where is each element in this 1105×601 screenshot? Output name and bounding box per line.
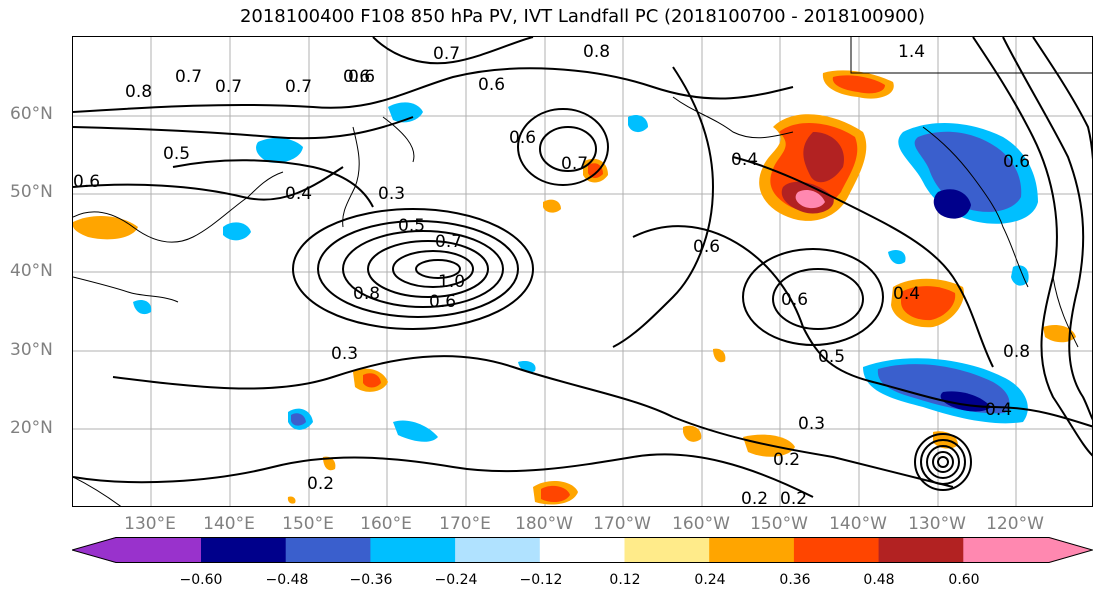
contour-label: 0.7	[285, 77, 312, 97]
lon-label: 130°E	[124, 514, 176, 534]
lat-label: 40°N	[10, 261, 53, 281]
contour-label: 0.4	[285, 184, 312, 204]
contour-label: 0.6	[781, 290, 808, 310]
contour-label: 0.6	[73, 172, 100, 192]
contour-label: 1.0	[438, 272, 465, 292]
contour-label: 0.4	[893, 284, 920, 304]
colorbar-tick: 0.48	[863, 572, 895, 588]
contour-label: 0.5	[398, 216, 425, 236]
lon-label: 140°E	[203, 514, 255, 534]
lat-label: 30°N	[10, 340, 53, 360]
contour-label: 0.7	[175, 67, 202, 87]
map-panel: 0.8 0.7 0.7 0.6 0.7 0.8 0.6 0.7 0.6 1.4 …	[72, 36, 1093, 507]
lat-label: 60°N	[10, 104, 53, 124]
coastlines	[73, 37, 1092, 506]
colorbar-segment	[201, 537, 287, 563]
colorbar-segment	[72, 537, 201, 563]
lon-label: 140°W	[829, 514, 887, 534]
colorbar-tick: 0.12	[609, 572, 641, 588]
colorbar-segment	[624, 537, 710, 563]
contour-label: 0.8	[353, 284, 380, 304]
contour-label: 0.6	[509, 128, 536, 148]
colorbar-segment	[539, 537, 625, 563]
lon-label: 150°W	[750, 514, 808, 534]
contour-label: 0.8	[583, 42, 610, 62]
contour-label: 1.4	[898, 42, 925, 62]
colorbar-tick: 0.24	[694, 572, 726, 588]
colorbar-tick: 0.60	[948, 572, 980, 588]
contour-label: 0.4	[985, 400, 1012, 420]
contour-label: 0.4	[731, 150, 758, 170]
lat-label: 20°N	[10, 418, 53, 438]
lon-label: 170°E	[439, 514, 491, 534]
lon-label: 160°E	[360, 514, 412, 534]
contour-label: 0.3	[798, 414, 825, 434]
contour-label: 0.6	[343, 67, 370, 87]
contour-label: 0.8	[1003, 342, 1030, 362]
colorbar-tick: −0.60	[179, 572, 223, 588]
colorbar-segment	[963, 537, 1093, 563]
colorbar-segment	[370, 537, 456, 563]
contour-label: 0.7	[561, 154, 588, 174]
contour-label: 0.6	[693, 237, 720, 257]
lat-label: 50°N	[10, 182, 53, 202]
contour-label: 0.2	[780, 489, 807, 507]
contour-label: 0.3	[378, 184, 405, 204]
contour-label: 0.7	[215, 77, 242, 97]
colorbar	[72, 537, 1093, 563]
colorbar-tick: −0.36	[349, 572, 393, 588]
contour-label: 0.6	[1003, 152, 1030, 172]
contour-label: 0.2	[773, 450, 800, 470]
contour-label: 0.7	[435, 232, 462, 252]
contour-label: 0.7	[433, 44, 460, 64]
lon-label: 150°E	[282, 514, 334, 534]
contour-label: 0.6	[478, 75, 505, 95]
contour-label: 0.6	[429, 292, 456, 312]
contour-label: 0.3	[331, 344, 358, 364]
lon-label: 170°W	[593, 514, 651, 534]
lon-label: 180°W	[515, 514, 573, 534]
graticule	[73, 37, 1092, 506]
colorbar-tick: 0.36	[779, 572, 811, 588]
contour-labels: 0.8 0.7 0.7 0.6 0.7 0.8 0.6 0.7 0.6 1.4 …	[73, 42, 1030, 507]
colorbar-tick: −0.24	[434, 572, 478, 588]
contour-label: 0.5	[163, 144, 190, 164]
shaded-ivt-anomalies	[73, 70, 1076, 505]
colorbar-segment	[455, 537, 541, 563]
colorbar-segment	[285, 537, 371, 563]
colorbar-tick: −0.12	[519, 572, 563, 588]
colorbar-segment	[878, 537, 964, 563]
pv-contours	[73, 37, 1092, 498]
contour-label: 0.8	[125, 82, 152, 102]
contour-label: 0.2	[741, 489, 768, 507]
contour-label: 0.6	[348, 67, 375, 87]
colorbar-segment	[709, 537, 795, 563]
map-canvas: 0.8 0.7 0.7 0.6 0.7 0.8 0.6 0.7 0.6 1.4 …	[73, 37, 1092, 507]
colorbar-tick: −0.48	[265, 572, 309, 588]
lon-label: 120°W	[986, 514, 1044, 534]
figure-title: 2018100400 F108 850 hPa PV, IVT Landfall…	[239, 6, 926, 27]
lon-label: 160°W	[672, 514, 730, 534]
contour-label: 0.2	[307, 474, 334, 494]
lon-label: 130°W	[908, 514, 966, 534]
contour-label: 0.5	[818, 347, 845, 367]
colorbar-segment	[793, 537, 880, 563]
